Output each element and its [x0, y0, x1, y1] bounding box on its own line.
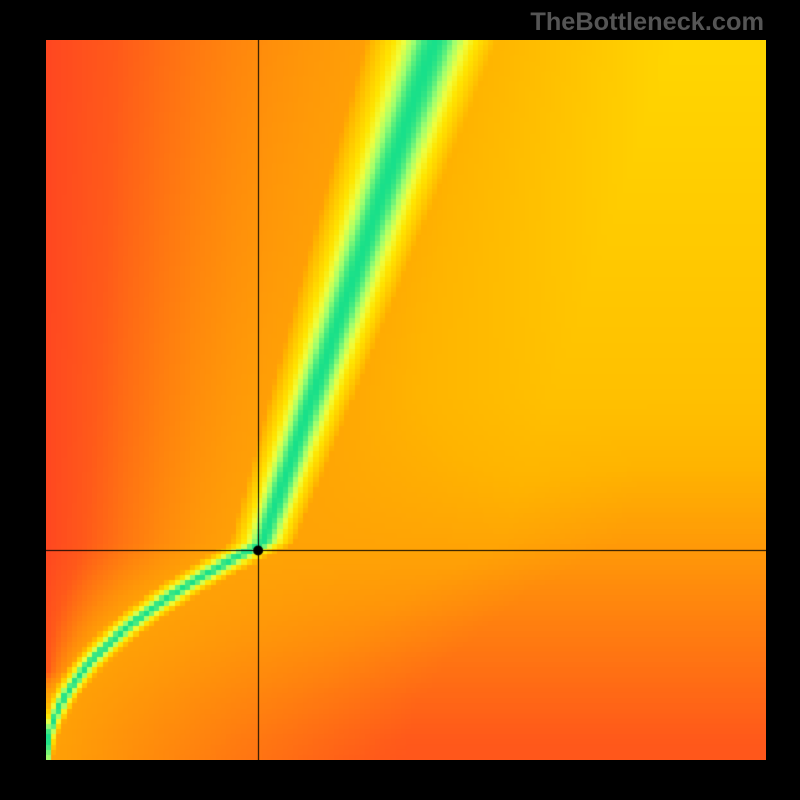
chart-container: TheBottleneck.com	[0, 0, 800, 800]
bottleneck-heatmap	[46, 40, 766, 760]
credit-label: TheBottleneck.com	[530, 8, 764, 37]
